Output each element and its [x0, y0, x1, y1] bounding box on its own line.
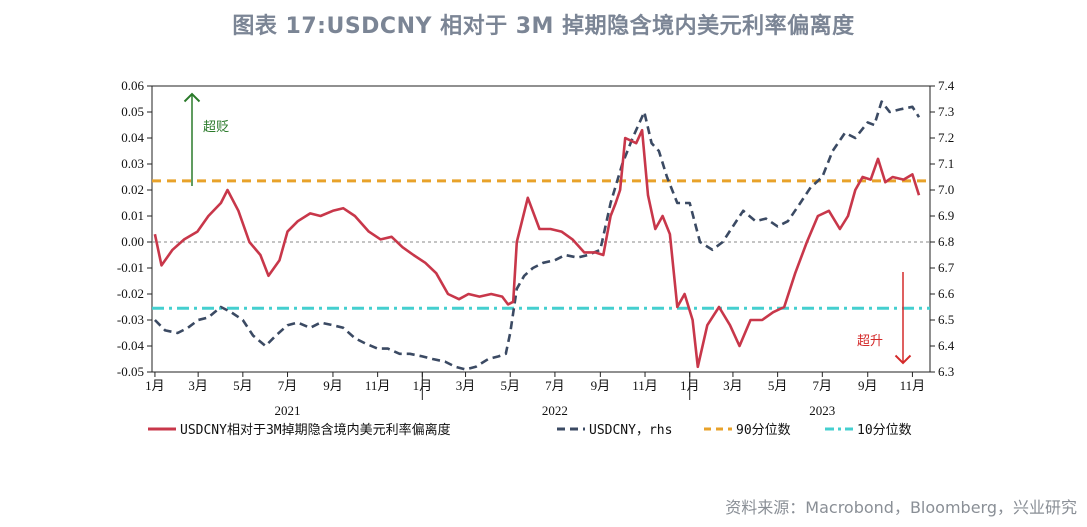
down-annotation: 超升	[857, 334, 883, 349]
legend-p90-label: 90分位数	[736, 423, 791, 438]
right-tick-label: 6.6	[938, 286, 955, 301]
right-tick-label: 6.9	[938, 208, 954, 223]
legend-usdcny-label: USDCNY，rhs	[589, 423, 672, 438]
right-tick-label: 7.4	[938, 78, 955, 93]
usdcny-line	[153, 100, 921, 371]
x-tick-label: 9月	[858, 378, 878, 393]
left-tick-label: -0.05	[117, 364, 144, 379]
deviation-line	[153, 128, 921, 369]
year-label: 2023	[809, 403, 835, 418]
year-label: 2022	[542, 403, 568, 418]
x-tick-label: 3月	[456, 378, 476, 393]
source-note: 资料来源：Macrobond，Bloomberg，兴业研究	[725, 498, 1077, 517]
right-tick-label: 6.3	[938, 364, 954, 379]
left-tick-label: 0.03	[121, 156, 144, 171]
x-tick-label: 11月	[900, 378, 926, 393]
right-tick-label: 6.8	[938, 234, 954, 249]
right-tick-label: 6.4	[938, 338, 955, 353]
left-tick-label: -0.03	[117, 312, 144, 327]
right-tick-label: 7.2	[938, 130, 954, 145]
x-tick-label: 1月	[145, 378, 165, 393]
page-title: 图表 17:USDCNY 相对于 3M 掉期隐含境内美元利率偏离度	[232, 14, 855, 39]
x-tick-label: 7月	[545, 378, 565, 393]
x-tick-label: 11月	[632, 378, 658, 393]
x-tick-label: 3月	[723, 378, 743, 393]
left-tick-label: 0.02	[121, 182, 144, 197]
left-tick-label: 0.01	[121, 208, 144, 223]
left-tick-label: 0.06	[121, 78, 144, 93]
x-tick-label: 7月	[813, 378, 833, 393]
x-tick-label: 9月	[323, 378, 343, 393]
x-tick-label: 5月	[768, 378, 788, 393]
right-tick-label: 6.7	[938, 260, 955, 275]
plot-frame	[151, 85, 931, 373]
x-tick-label: 5月	[500, 378, 520, 393]
x-tick-label: 11月	[365, 378, 391, 393]
x-tick-label: 7月	[278, 378, 298, 393]
plot-area: 0.06 0.05 0.04 0.03 0.02 0.01 0.00 -0.01 -0.02 -0…	[117, 78, 955, 438]
right-tick-label: 7.0	[938, 182, 954, 197]
x-tick-label: 5月	[233, 378, 253, 393]
left-tick-label: -0.01	[117, 260, 144, 275]
right-tick-label: 6.5	[938, 312, 954, 327]
left-tick-label: -0.04	[117, 338, 145, 353]
right-tick-label: 7.3	[938, 104, 954, 119]
x-tick-label: 9月	[591, 378, 611, 393]
x-tick-label: 3月	[188, 378, 208, 393]
left-tick-label: 0.04	[121, 130, 144, 145]
left-tick-label: -0.02	[117, 286, 144, 301]
year-label: 2021	[275, 403, 301, 418]
up-annotation: 超贬	[203, 120, 229, 135]
legend-deviation-label: USDCNY相对于3M掉期隐含境内美元利率偏离度	[180, 422, 451, 438]
left-tick-label: 0.05	[121, 104, 144, 119]
right-tick-label: 7.1	[938, 156, 954, 171]
left-tick-label: 0.00	[121, 234, 144, 249]
legend-p10-label: 10分位数	[857, 423, 912, 438]
